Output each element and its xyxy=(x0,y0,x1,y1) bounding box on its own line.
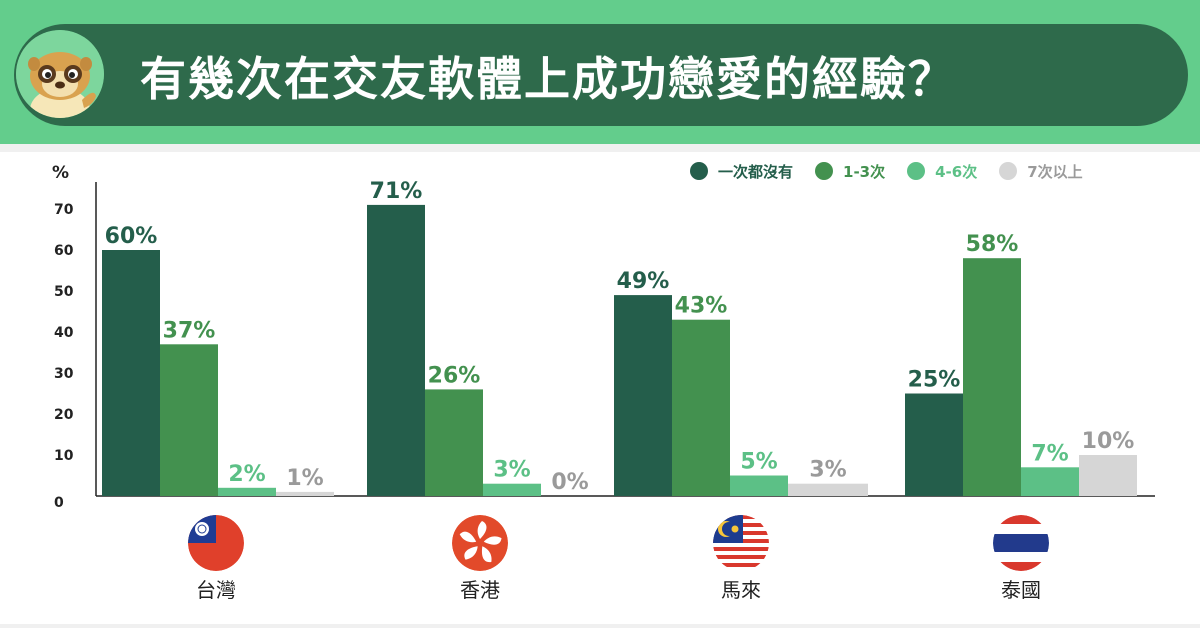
legend-item: 7次以上 xyxy=(999,161,1083,182)
country-label-thailand: 泰國 xyxy=(1001,578,1041,602)
y-tick-label: 60 xyxy=(54,243,74,259)
bar xyxy=(218,487,276,496)
legend-swatch xyxy=(907,162,926,180)
legend-swatch xyxy=(690,162,708,180)
data-label: 2% xyxy=(228,462,265,487)
y-tick-label: 20 xyxy=(54,407,74,423)
bar xyxy=(102,250,160,496)
bar xyxy=(788,483,868,496)
taiwan-flag-icon xyxy=(188,515,244,571)
data-label: 3% xyxy=(493,458,530,483)
bar xyxy=(614,295,672,496)
y-tick-label: 40 xyxy=(54,325,74,341)
data-label: 3% xyxy=(809,458,846,483)
country-label-hong-kong: 香港 xyxy=(460,578,500,602)
bottom-divider xyxy=(0,624,1200,628)
y-axis-label: % xyxy=(52,163,69,183)
title-pill xyxy=(14,24,1188,126)
legend-swatch xyxy=(815,162,834,180)
legend-label: 一次都沒有 xyxy=(718,162,794,181)
data-label: 58% xyxy=(966,232,1019,257)
data-label: 0% xyxy=(551,470,588,495)
chart-title: 有幾次在交友軟體上成功戀愛的經驗？ xyxy=(140,52,956,106)
legend-item: 4-6次 xyxy=(907,161,977,182)
y-tick-label: 0 xyxy=(54,495,64,511)
bar xyxy=(1079,455,1137,496)
legend-label: 7次以上 xyxy=(1027,162,1083,181)
legend-label: 1-3次 xyxy=(843,162,886,181)
country-label-taiwan: 台灣 xyxy=(196,578,236,602)
meerkat-mascot-icon xyxy=(16,30,104,118)
bar xyxy=(672,319,730,496)
data-label: 10% xyxy=(1082,429,1135,454)
country-label-malaysia: 馬來 xyxy=(721,578,761,602)
data-label: 37% xyxy=(163,318,216,343)
bar xyxy=(730,475,788,496)
malaysia-flag-icon xyxy=(713,515,769,571)
y-tick-label: 50 xyxy=(54,284,74,300)
data-label: 60% xyxy=(105,224,158,249)
header-divider xyxy=(0,144,1200,152)
bar xyxy=(483,483,541,496)
y-tick-label: 30 xyxy=(54,366,74,382)
bar xyxy=(425,389,483,496)
legend-label: 4-6次 xyxy=(935,162,978,181)
data-label: 5% xyxy=(740,450,777,475)
y-tick-label: 10 xyxy=(54,448,74,464)
data-label: 7% xyxy=(1031,441,1068,466)
data-label: 43% xyxy=(675,294,728,319)
bar xyxy=(367,204,425,496)
bar xyxy=(160,344,218,496)
legend-item: 一次都沒有 xyxy=(690,161,793,182)
bar xyxy=(963,258,1021,496)
legend-swatch xyxy=(999,162,1018,180)
data-label: 71% xyxy=(370,179,423,204)
data-label: 1% xyxy=(286,466,323,491)
data-label: 26% xyxy=(428,363,481,388)
data-label: 25% xyxy=(908,368,961,393)
data-label: 49% xyxy=(617,269,670,294)
bar xyxy=(276,491,334,496)
hong-kong-flag-icon xyxy=(452,515,508,571)
chart-legend: 一次都沒有 1-3次 4-6次 7次以上 xyxy=(690,158,1170,184)
bar xyxy=(905,393,963,496)
bar xyxy=(1021,467,1079,496)
legend-item: 1-3次 xyxy=(815,161,885,182)
thailand-flag-icon xyxy=(993,515,1049,571)
y-tick-label: 70 xyxy=(54,202,74,218)
